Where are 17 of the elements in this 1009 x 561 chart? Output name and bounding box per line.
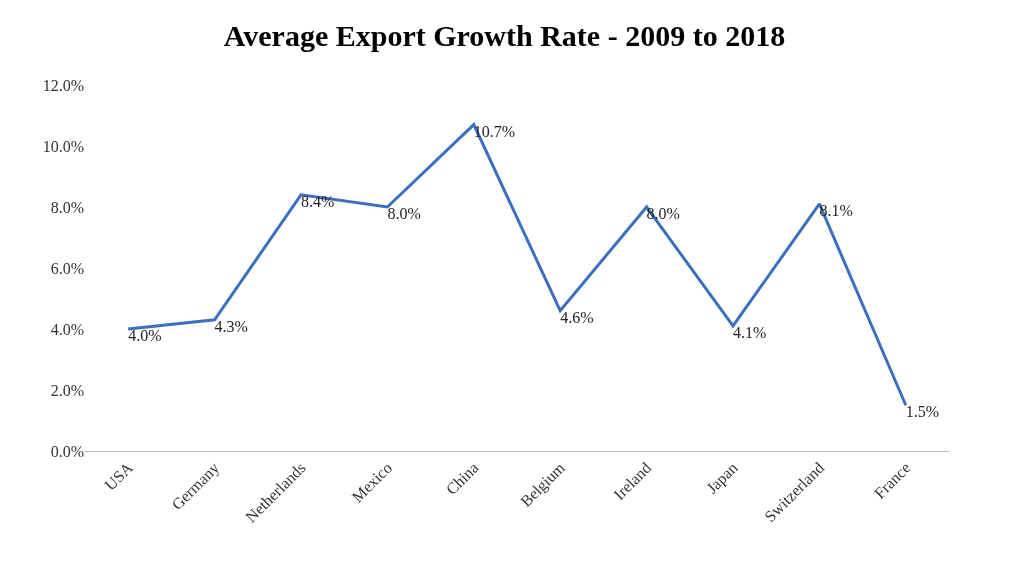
y-tick-label: 6.0% (50, 259, 84, 277)
y-tick-label: 0.0% (50, 442, 84, 460)
chart-title: Average Export Growth Rate - 2009 to 2018 (223, 19, 786, 53)
y-tick-label: 4.0% (50, 320, 84, 338)
x-tick-label: USA (101, 458, 137, 494)
y-tick-label: 8.0% (50, 198, 84, 216)
data-label: 4.1% (733, 323, 767, 341)
data-label: 8.0% (387, 205, 421, 222)
data-label: 1.5% (905, 403, 940, 421)
data-label: 4.3% (214, 317, 248, 335)
y-tick-label: 12.0% (42, 76, 84, 94)
line-series (126, 123, 908, 407)
data-label: 4.6% (560, 308, 594, 326)
y-tick-label: 2.0% (50, 381, 84, 399)
data-label: 8.4% (301, 192, 335, 210)
y-tick-label: 10.0% (42, 137, 84, 155)
data-label: 4.0% (128, 327, 162, 344)
